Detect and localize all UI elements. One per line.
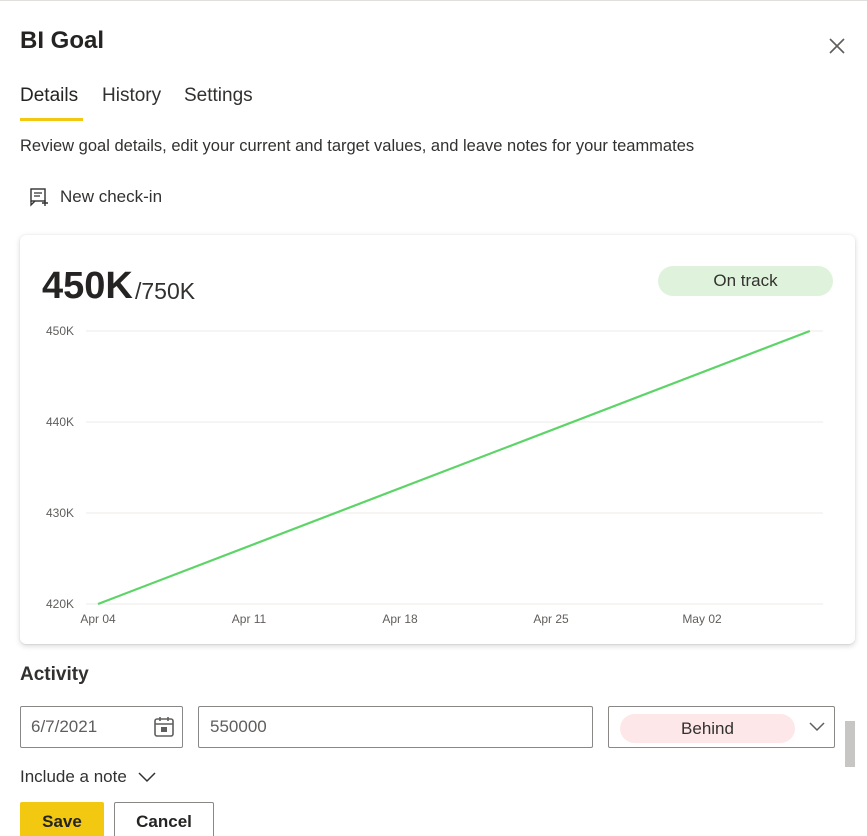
series-line [97, 329, 811, 606]
tab-settings[interactable]: Settings [184, 85, 253, 106]
checkin-value-text: 550000 [210, 717, 267, 736]
checkin-value-input[interactable]: 550000 [198, 706, 593, 748]
new-checkin-button[interactable]: New check-in [28, 184, 162, 210]
save-button[interactable]: Save [20, 802, 104, 836]
chevron-down-icon [809, 722, 825, 732]
current-value: 450K [42, 265, 133, 307]
activity-heading: Activity [20, 664, 89, 685]
scrollbar-thumb[interactable] [845, 721, 855, 767]
tab-history[interactable]: History [102, 85, 162, 106]
top-divider [0, 0, 867, 1]
checkin-status-badge: Behind [620, 714, 795, 743]
y-tick-label: 450K [46, 324, 74, 338]
checkin-status-dropdown[interactable]: Behind [608, 706, 835, 748]
calendar-icon[interactable] [152, 715, 176, 739]
checkin-date-value: 6/7/2021 [31, 717, 98, 736]
chevron-down-icon [138, 772, 156, 783]
tab-details[interactable]: Details [20, 85, 79, 106]
status-badge: On track [658, 266, 833, 296]
y-tick-label: 440K [46, 415, 74, 429]
close-button[interactable] [826, 35, 848, 57]
checkin-date-input[interactable]: 6/7/2021 [20, 706, 183, 748]
new-checkin-label: New check-in [60, 187, 163, 206]
y-tick-label: 420K [46, 597, 74, 611]
details-description: Review goal details, edit your current a… [20, 137, 695, 155]
target-value: /750K [135, 278, 196, 304]
x-tick-label: Apr 11 [232, 612, 267, 626]
goal-summary-card: 450K /750K On track 420K 430K 440K 450K Apr… [20, 235, 855, 644]
y-tick-label: 430K [46, 506, 74, 520]
include-note-label: Include a note [20, 767, 127, 786]
close-icon [829, 38, 845, 54]
x-tick-label: May 02 [682, 612, 722, 626]
x-tick-label: Apr 25 [533, 612, 569, 626]
active-tab-indicator [20, 118, 83, 121]
checkin-note-icon [30, 188, 48, 207]
include-note-toggle[interactable]: Include a note [20, 765, 157, 789]
x-tick-label: Apr 04 [80, 612, 116, 626]
cancel-button[interactable]: Cancel [114, 802, 214, 836]
x-tick-label: Apr 18 [382, 612, 418, 626]
progress-line-chart: 420K 430K 440K 450K Apr 04 Apr 11 Apr 18 Apr 2… [46, 324, 823, 626]
dialog-title: BI Goal [20, 27, 105, 54]
